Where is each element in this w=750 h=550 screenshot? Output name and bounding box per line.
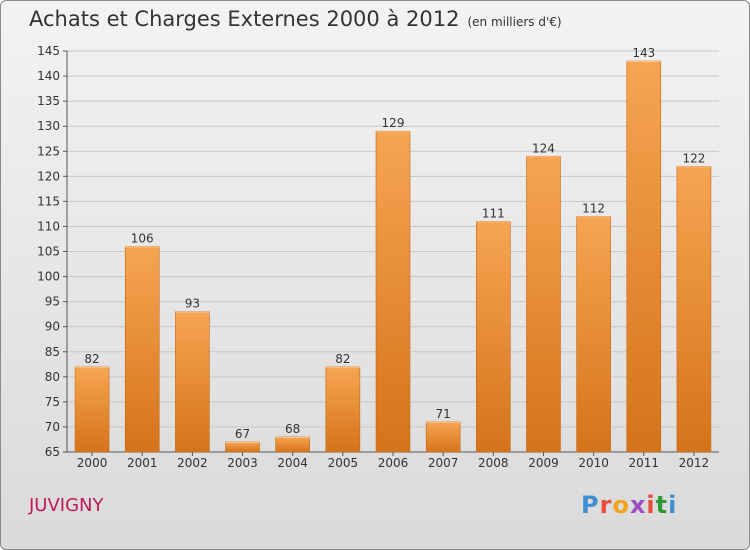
labels: 65 70 75 80 85 90 95 100 105 110 115 120 125 130 135 14… [37,44,709,470]
x-label-2007: 2007 [428,456,459,470]
y-tick-label: 125 [37,144,60,158]
value-label-2007: 71 [436,407,451,421]
bar-2012 [676,165,712,453]
x-label-2004: 2004 [277,456,308,470]
x-label-2010: 2010 [578,456,609,470]
bar-2009 [526,155,561,453]
commune-name: JUVIGNY [29,495,104,516]
brand-letter: x [629,491,647,519]
value-label-2010: 112 [582,201,605,215]
y-tick-label: 75 [45,395,60,409]
x-label-2005: 2005 [328,456,359,470]
bar-2005 [325,366,361,453]
y-tick-label: 100 [37,270,60,284]
chart-title-main: Achats et Charges Externes 2000 à 2012 [29,7,460,31]
bars [74,60,712,453]
y-tick-label: 90 [45,320,60,334]
x-label-2006: 2006 [378,456,409,470]
proxiti-logo[interactable]: Proxiti [581,491,677,519]
chart-title: Achats et Charges Externes 2000 à 2012 (e… [29,7,562,31]
y-tick-label: 65 [45,445,60,459]
x-label-2012: 2012 [679,456,710,470]
bar-2002 [175,311,210,453]
x-label-2011: 2011 [628,456,659,470]
value-label-2006: 129 [382,116,405,130]
x-label-2009: 2009 [528,456,559,470]
x-label-2002: 2002 [177,456,208,470]
brand-letter: o [612,491,630,519]
value-label-2002: 93 [185,297,200,311]
brand-letter: i [646,491,656,519]
y-tick-label: 80 [45,370,60,384]
x-label-2001: 2001 [127,456,158,470]
y-tick-label: 145 [37,44,60,58]
value-label-2008: 111 [482,206,505,220]
value-label-2011: 143 [632,46,655,60]
x-label-2003: 2003 [227,456,258,470]
y-tick-label: 130 [37,119,60,133]
y-tick-label: 70 [45,420,60,434]
value-label-2004: 68 [285,422,300,436]
value-label-2009: 124 [532,141,555,155]
y-tick-label: 140 [37,69,60,83]
brand-letter: i [668,491,678,519]
bar-2001 [124,246,160,453]
x-label-2000: 2000 [77,456,108,470]
y-tick-label: 105 [37,245,60,259]
value-label-2000: 82 [84,352,99,366]
y-tick-label: 85 [45,345,60,359]
brand-letter: P [581,491,600,519]
bar-2006 [375,130,411,453]
value-label-2003: 67 [235,427,250,441]
y-tick-label: 120 [37,169,60,183]
bar-2007 [425,421,461,453]
bar-2000 [74,366,110,453]
value-label-2012: 122 [682,151,705,165]
y-tick-label: 95 [45,295,60,309]
y-tick-label: 135 [37,94,60,108]
brand-letter: t [655,491,669,519]
value-label-2001: 106 [131,231,154,245]
brand-letter: r [599,491,613,519]
y-tick-label: 110 [37,219,60,233]
bar-2004 [275,436,310,453]
bar-2008 [476,221,511,453]
bar-2003 [225,441,260,453]
chart-title-unit: (en milliers d'€) [467,15,562,29]
y-tick-label: 115 [37,194,60,208]
bar-2010 [576,216,611,453]
value-label-2005: 82 [335,352,350,366]
bar-2011 [626,60,662,453]
x-label-2008: 2008 [478,456,509,470]
